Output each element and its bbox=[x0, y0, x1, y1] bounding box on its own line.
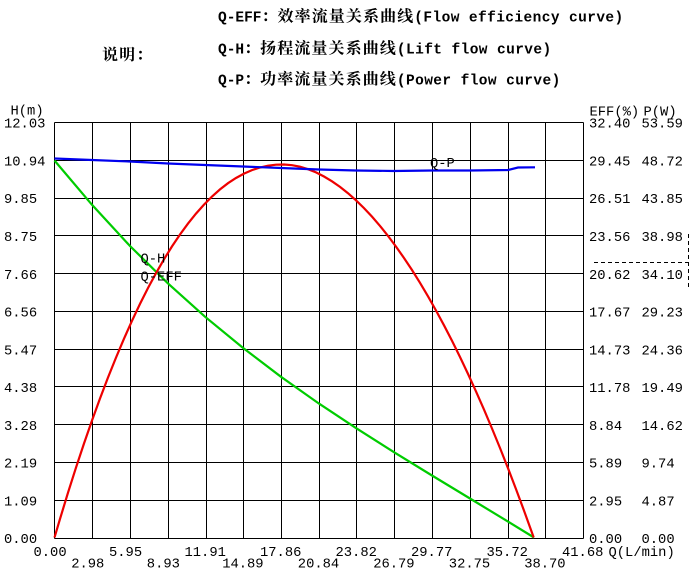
svg-text:0.00: 0.00 bbox=[642, 533, 675, 548]
svg-text:29.23: 29.23 bbox=[642, 307, 683, 322]
svg-text:2.95: 2.95 bbox=[589, 495, 622, 510]
svg-text:(Lift flow curve): (Lift flow curve) bbox=[397, 43, 552, 59]
svg-text:Q-H: Q-H bbox=[141, 253, 166, 268]
svg-text:Q-P: Q-P bbox=[430, 157, 455, 172]
svg-text:0.00: 0.00 bbox=[34, 546, 67, 561]
svg-text:6.56: 6.56 bbox=[4, 307, 37, 322]
svg-text:3.28: 3.28 bbox=[4, 420, 37, 435]
svg-text:14.73: 14.73 bbox=[589, 344, 630, 359]
svg-text:P(W): P(W) bbox=[644, 104, 677, 120]
svg-text:20.62: 20.62 bbox=[589, 269, 630, 284]
svg-text:23.56: 23.56 bbox=[589, 231, 630, 246]
svg-text:H(m): H(m) bbox=[11, 104, 44, 120]
svg-text:0.00: 0.00 bbox=[4, 533, 37, 548]
svg-text:14.89: 14.89 bbox=[222, 558, 263, 573]
svg-text:38.70: 38.70 bbox=[524, 558, 565, 573]
svg-text:29.45: 29.45 bbox=[589, 156, 630, 171]
svg-text:Q(L/min): Q(L/min) bbox=[609, 545, 675, 561]
svg-text:34.10: 34.10 bbox=[642, 269, 683, 284]
svg-text:0.00: 0.00 bbox=[589, 533, 622, 548]
svg-text:24.36: 24.36 bbox=[642, 344, 683, 359]
svg-text:9.74: 9.74 bbox=[642, 458, 675, 473]
svg-text:11.91: 11.91 bbox=[185, 546, 226, 561]
svg-text:4.87: 4.87 bbox=[642, 495, 675, 510]
svg-text:29.77: 29.77 bbox=[411, 546, 452, 561]
svg-text:19.49: 19.49 bbox=[642, 382, 683, 397]
svg-text:Q-EFF: Q-EFF bbox=[141, 271, 182, 286]
svg-text:26.51: 26.51 bbox=[589, 193, 630, 208]
svg-text:32.75: 32.75 bbox=[449, 558, 490, 573]
svg-text:EFF(%): EFF(%) bbox=[590, 104, 640, 120]
svg-text:41.68: 41.68 bbox=[562, 546, 603, 561]
svg-text:Q-P: Q-P bbox=[218, 73, 244, 89]
svg-text:14.62: 14.62 bbox=[642, 420, 683, 435]
svg-text:10.94: 10.94 bbox=[4, 156, 45, 171]
svg-text:Q-EFF: Q-EFF bbox=[218, 11, 262, 27]
svg-text:5.95: 5.95 bbox=[109, 546, 142, 561]
svg-text:17.86: 17.86 bbox=[260, 546, 301, 561]
svg-text:8.75: 8.75 bbox=[4, 231, 37, 246]
svg-text:9.85: 9.85 bbox=[4, 193, 37, 208]
svg-text:8.84: 8.84 bbox=[589, 420, 622, 435]
svg-text:2.98: 2.98 bbox=[71, 558, 104, 573]
svg-text:4.38: 4.38 bbox=[4, 382, 37, 397]
svg-text:17.67: 17.67 bbox=[589, 307, 630, 322]
svg-text:12.03: 12.03 bbox=[4, 118, 45, 133]
svg-text:(Flow efficiency curve): (Flow efficiency curve) bbox=[414, 11, 623, 27]
svg-text:38.98: 38.98 bbox=[642, 231, 683, 246]
svg-text:8.93: 8.93 bbox=[147, 558, 180, 573]
svg-text:48.72: 48.72 bbox=[642, 156, 683, 171]
svg-text:2.19: 2.19 bbox=[4, 458, 37, 473]
svg-text:35.72: 35.72 bbox=[487, 546, 528, 561]
svg-text:23.82: 23.82 bbox=[336, 546, 377, 561]
svg-text:Q-H: Q-H bbox=[218, 43, 244, 59]
svg-text:43.85: 43.85 bbox=[642, 193, 683, 208]
svg-text:5.89: 5.89 bbox=[589, 458, 622, 473]
svg-text:53.59: 53.59 bbox=[642, 118, 683, 133]
svg-text:26.79: 26.79 bbox=[373, 558, 414, 573]
svg-text:20.84: 20.84 bbox=[298, 558, 339, 573]
svg-text:5.47: 5.47 bbox=[4, 344, 37, 359]
svg-text:1.09: 1.09 bbox=[4, 495, 37, 510]
svg-text:(Power flow curve): (Power flow curve) bbox=[397, 73, 561, 89]
svg-text:7.66: 7.66 bbox=[4, 269, 37, 284]
svg-text:32.40: 32.40 bbox=[589, 118, 630, 133]
svg-text:11.78: 11.78 bbox=[589, 382, 630, 397]
